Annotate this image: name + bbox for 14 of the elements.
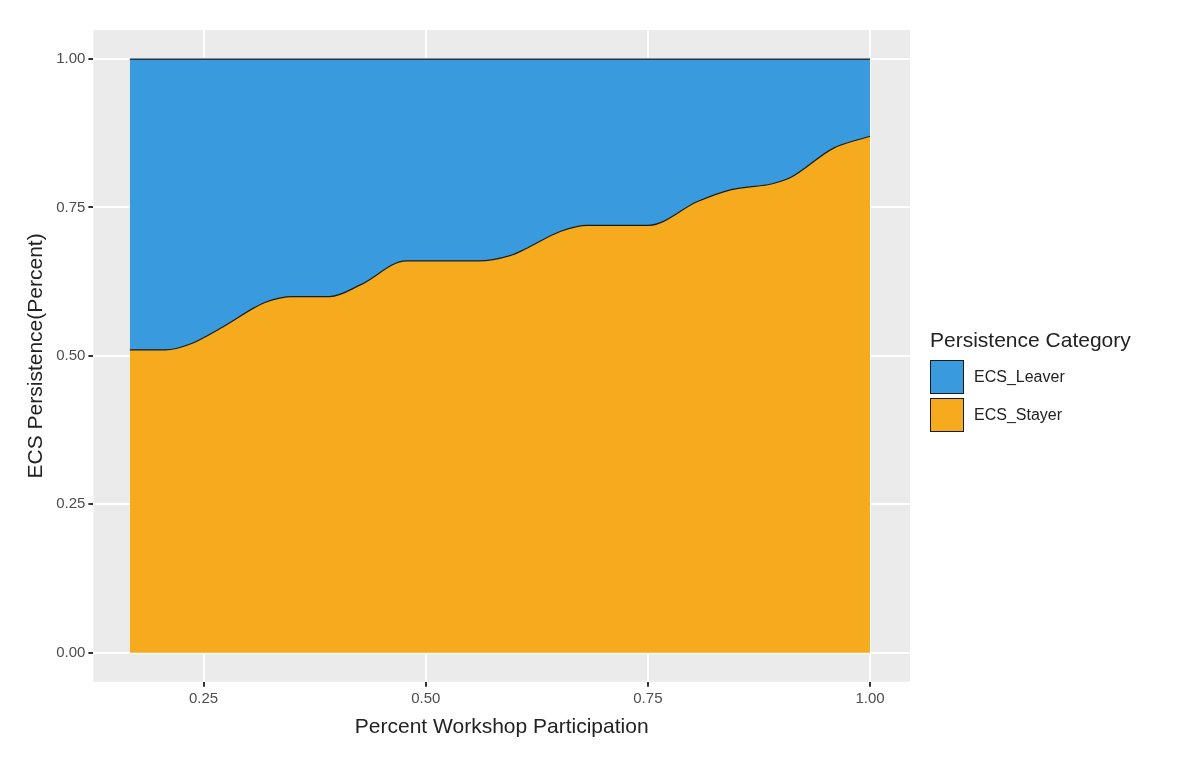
y-tick-label: 0.50 bbox=[56, 346, 86, 364]
y-tick-label: 0.00 bbox=[56, 642, 86, 660]
y-tick-label: 0.75 bbox=[56, 197, 86, 215]
x-tick-label: 1.00 bbox=[855, 688, 885, 706]
legend-label: ECS_Leaver bbox=[974, 368, 1065, 386]
x-axis-title: Percent Workshop Participation bbox=[354, 714, 649, 738]
legend-title: Persistence Category bbox=[930, 328, 1131, 352]
legend-label: ECS_Stayer bbox=[974, 406, 1063, 424]
x-tick-label: 0.50 bbox=[411, 688, 441, 706]
y-axis-title: ECS Persistence(Percent) bbox=[23, 233, 47, 479]
y-tick-label: 1.00 bbox=[56, 49, 86, 67]
y-tick-label: 0.25 bbox=[56, 494, 86, 512]
x-tick-label: 0.25 bbox=[188, 688, 219, 706]
x-tick-label: 0.75 bbox=[633, 688, 663, 706]
